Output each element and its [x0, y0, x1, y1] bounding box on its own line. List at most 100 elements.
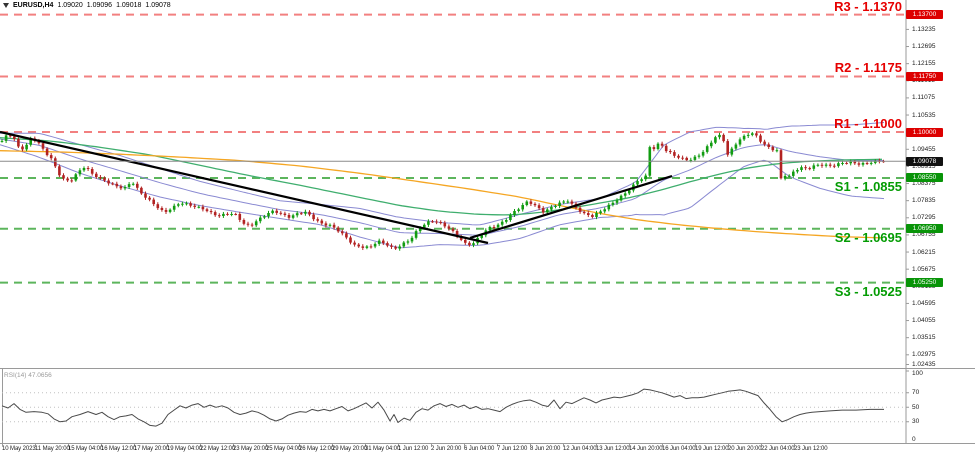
price-scale-label: 1.08915	[912, 162, 936, 170]
candle-body	[406, 241, 410, 243]
candle-body	[439, 222, 442, 224]
candle-body	[320, 220, 324, 224]
candle-body	[550, 207, 553, 210]
candle-body	[775, 150, 779, 152]
candle-body	[767, 144, 770, 147]
candle-body	[533, 203, 537, 206]
candle-body	[722, 134, 725, 142]
candle-body	[95, 173, 98, 178]
candle-body	[213, 212, 217, 216]
candle-body	[172, 205, 176, 210]
candle-body	[156, 204, 160, 209]
candle-body	[763, 141, 766, 145]
time-axis-label: 17 May 20:00	[134, 446, 170, 452]
candle-body	[398, 246, 401, 249]
candle-body	[427, 221, 430, 225]
candle-body	[357, 244, 360, 247]
candle-body	[107, 180, 110, 184]
candle-body	[332, 224, 336, 228]
candle-body	[304, 211, 307, 214]
price-scale-label: 1.11075	[912, 94, 936, 102]
candle-body	[468, 242, 471, 246]
bollinger-middle-band	[0, 138, 884, 236]
candle-body	[316, 219, 319, 221]
candle-body	[205, 209, 209, 212]
candle-body	[230, 214, 233, 215]
time-axis[interactable]: 10 May 2023 11 May 20:00 15 May 04:00 16 Ma…	[0, 443, 975, 456]
candle-body	[160, 208, 164, 210]
candle-body	[869, 162, 873, 164]
candle-body	[558, 202, 561, 206]
candle-body	[185, 203, 188, 205]
candle-body	[472, 243, 475, 246]
candle-body	[418, 228, 422, 232]
candle-body	[271, 210, 274, 214]
candle-body	[529, 201, 533, 204]
price-scale-label: 1.07295	[912, 214, 936, 222]
candle-body	[751, 133, 754, 135]
candle-body	[369, 246, 373, 248]
candle-body	[595, 213, 598, 217]
candle-body	[787, 175, 791, 177]
candle-body	[841, 163, 844, 164]
candle-body	[746, 134, 750, 136]
bollinger-lower-band	[0, 144, 885, 249]
time-axis-label: 16 May 12:00	[101, 446, 137, 452]
time-axis-label: 14 Jun 20:00	[629, 446, 663, 452]
candle-body	[714, 137, 717, 143]
candle-body	[250, 224, 254, 226]
candle-body	[611, 202, 615, 205]
candle-body	[505, 220, 508, 222]
candle-body	[254, 221, 258, 226]
candle-body	[525, 201, 529, 205]
candle-body	[578, 207, 582, 212]
candle-body	[275, 210, 278, 213]
candle-body	[599, 211, 602, 213]
time-axis-label: 26 May 12:00	[299, 446, 335, 452]
candle-body	[127, 184, 131, 187]
candle-body	[82, 168, 86, 171]
candle-body	[177, 204, 180, 206]
candle-body	[513, 211, 516, 215]
time-axis-label: 25 May 04:00	[266, 446, 302, 452]
candle-body	[164, 210, 168, 212]
candle-body	[365, 246, 369, 248]
price-scale-label: 1.08375	[912, 180, 936, 188]
candle-body	[660, 143, 664, 146]
candle-body	[242, 220, 246, 224]
candle-body	[234, 214, 237, 215]
candle-body	[603, 209, 606, 212]
candle-body	[238, 214, 242, 220]
candle-body	[0, 140, 4, 142]
time-axis-label: 22 May 12:00	[200, 446, 236, 452]
candle-body	[345, 233, 348, 238]
candle-body	[874, 160, 877, 163]
candle-body	[119, 186, 123, 189]
candle-body	[4, 135, 8, 141]
candle-body	[546, 209, 549, 213]
time-axis-label: 22 Jun 04:00	[761, 446, 795, 452]
time-axis-label: 20 Jun 20:00	[728, 446, 762, 452]
candle-body	[443, 222, 447, 227]
candle-body	[410, 237, 414, 242]
rsi-scale-label: 0	[912, 436, 916, 443]
candle-body	[25, 144, 28, 150]
candle-body	[115, 183, 119, 187]
candle-body	[21, 146, 24, 150]
price-scale-axis[interactable]: 1.132351.126951.121551.116151.110751.105…	[906, 0, 975, 444]
candle-body	[628, 190, 631, 194]
candle-body	[607, 204, 611, 210]
ticker-open-value: 1.09020	[57, 2, 83, 9]
time-axis-label: 7 Jun 12:00	[497, 446, 528, 452]
candle-body	[710, 142, 713, 147]
candle-body	[267, 213, 270, 217]
symbol-ohlc-ticker: EURUSD,H4 1.09020 1.09096 1.09018 1.0907…	[3, 2, 171, 9]
candle-body	[193, 205, 196, 207]
candle-body	[70, 180, 73, 182]
candle-body	[726, 141, 729, 155]
symbol-period-label: EURUSD,H4	[13, 2, 54, 9]
candle-body	[464, 239, 467, 243]
price-scale-label: 1.03515	[912, 334, 936, 342]
